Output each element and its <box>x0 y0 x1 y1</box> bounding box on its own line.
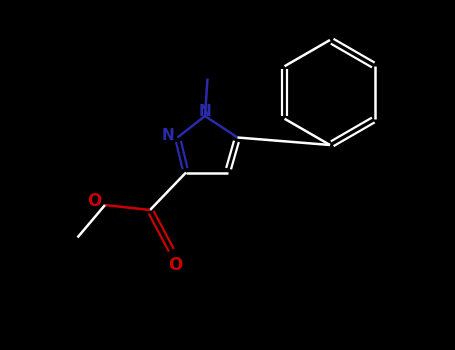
Text: O: O <box>168 256 182 274</box>
Text: N: N <box>199 105 212 119</box>
Text: N: N <box>162 127 175 142</box>
Text: O: O <box>87 192 101 210</box>
